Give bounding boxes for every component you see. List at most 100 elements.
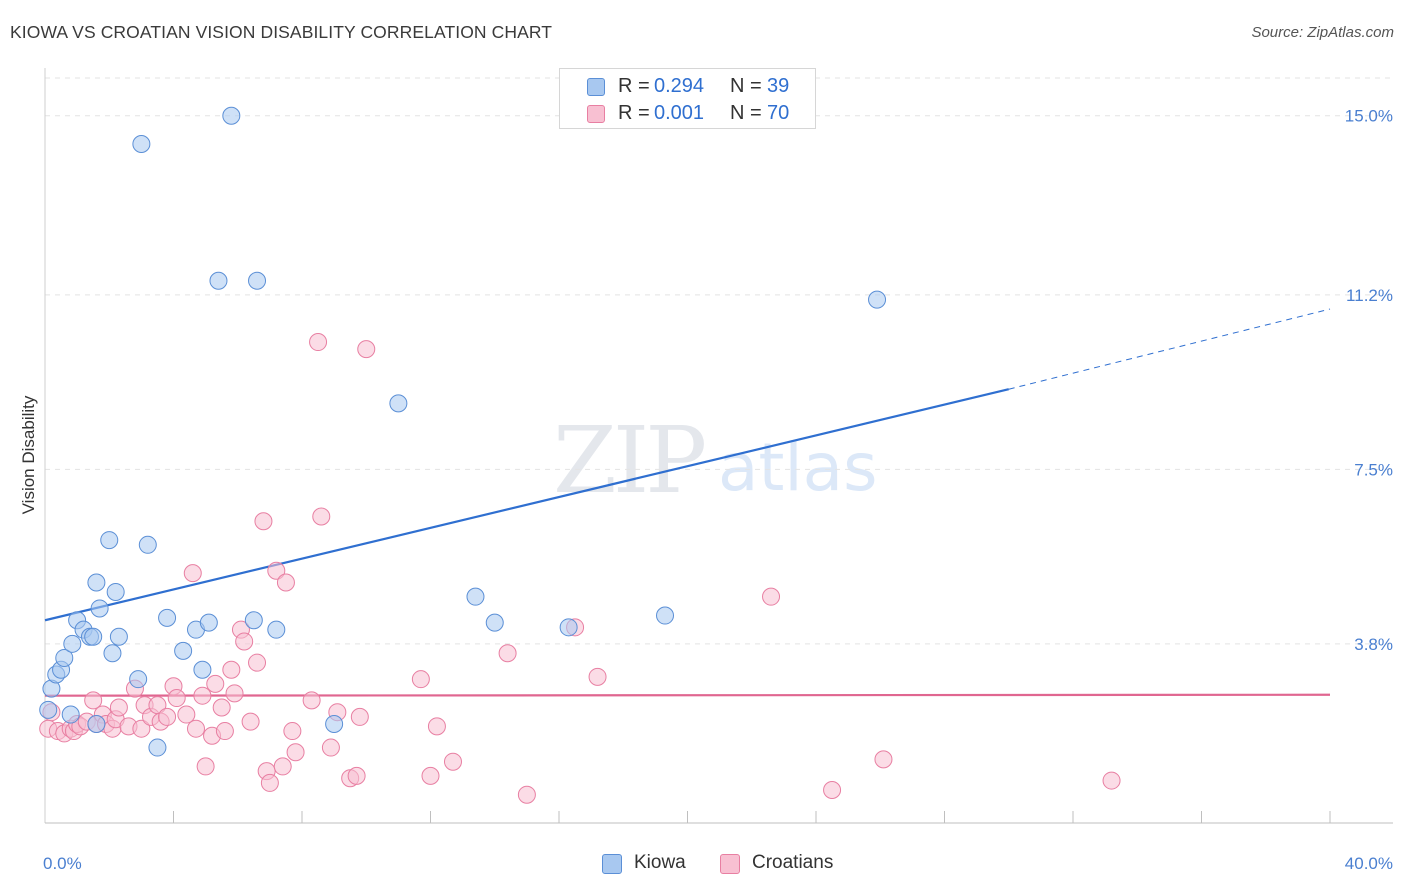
kiowa-point-5 bbox=[61, 705, 80, 724]
kiowa-point-6 bbox=[63, 634, 82, 653]
kiowa-n-label: N = bbox=[730, 75, 762, 97]
croatians-r-label: R = bbox=[618, 102, 650, 124]
kiowa-point-16 bbox=[106, 582, 125, 601]
croatians-point-38 bbox=[235, 632, 254, 651]
y-tick-label-0: 3.8% bbox=[1354, 635, 1393, 654]
croatians-point-52 bbox=[321, 738, 340, 757]
croatians-point-43 bbox=[260, 773, 279, 792]
legend-label-kiowa: Kiowa bbox=[634, 852, 686, 873]
y-tick-label-3: 15.0% bbox=[1345, 107, 1393, 126]
croatians-point-39 bbox=[241, 712, 260, 731]
croatians-point-60 bbox=[427, 717, 446, 736]
croatians-point-18 bbox=[132, 719, 151, 738]
croatians-point-51 bbox=[312, 507, 331, 526]
croatians-point-49 bbox=[302, 691, 321, 710]
chart-source: Source: ZipAtlas.com bbox=[1251, 24, 1394, 41]
watermark-atlas: atlas bbox=[718, 429, 878, 506]
kiowa-point-24 bbox=[193, 660, 212, 679]
kiowa-point-20 bbox=[148, 738, 167, 757]
kiowa-point-32 bbox=[325, 714, 344, 733]
y-tick-label-2: 11.2% bbox=[1346, 286, 1393, 305]
croatians-point-41 bbox=[254, 512, 273, 531]
kiowa-n-value: 39 bbox=[767, 75, 790, 97]
kiowa-point-0 bbox=[39, 700, 58, 719]
croatians-point-57 bbox=[357, 340, 376, 359]
croatians-point-40 bbox=[248, 653, 267, 672]
kiowa-point-15 bbox=[103, 644, 122, 663]
croatians-point-48 bbox=[286, 743, 305, 762]
kiowa-point-10 bbox=[84, 627, 103, 646]
watermark: ZIP atlas bbox=[553, 407, 878, 514]
kiowa-trend-extension bbox=[1008, 308, 1331, 390]
croatians-r-value: 0.001 bbox=[654, 102, 705, 124]
y-tick-labels: 3.8% 7.5% 11.2% 15.0% bbox=[1345, 107, 1393, 654]
kiowa-point-19 bbox=[138, 535, 157, 554]
croatians-point-34 bbox=[215, 722, 234, 741]
croatians-point-9 bbox=[84, 691, 103, 710]
kiowa-point-35 bbox=[485, 613, 504, 632]
croatians-point-36 bbox=[225, 684, 244, 703]
kiowa-point-31 bbox=[132, 135, 151, 154]
legend-swatch-kiowa bbox=[602, 854, 622, 874]
croatians-point-63 bbox=[517, 785, 536, 804]
croatians-point-62 bbox=[498, 644, 517, 663]
y-tick-label-1: 7.5% bbox=[1354, 460, 1393, 479]
stats-legend: R = 0.294 N = 39 R = 0.001 N = 70 bbox=[559, 68, 816, 129]
croatians-point-45 bbox=[273, 757, 292, 776]
kiowa-point-21 bbox=[158, 608, 177, 627]
kiowa-point-11 bbox=[87, 714, 106, 733]
gridlines bbox=[45, 77, 1395, 645]
croatians-point-26 bbox=[177, 705, 196, 724]
kiowa-point-12 bbox=[87, 573, 106, 592]
kiowa-point-30 bbox=[267, 620, 286, 639]
kiowa-trend-line bbox=[44, 388, 1010, 622]
croatians-trend-line bbox=[44, 693, 1331, 697]
croatians-point-50 bbox=[309, 333, 328, 352]
croatians-point-66 bbox=[762, 587, 781, 606]
croatians-n-label: N = bbox=[730, 102, 762, 124]
croatians-point-65 bbox=[588, 667, 607, 686]
x-tick-labels: 0.0% 40.0% bbox=[43, 854, 1393, 873]
kiowa-r-value: 0.294 bbox=[654, 75, 705, 97]
croatians-point-46 bbox=[276, 573, 295, 592]
croatians-point-67 bbox=[823, 780, 842, 799]
kiowa-point-14 bbox=[100, 531, 119, 550]
chart-title: KIOWA VS CROATIAN VISION DISABILITY CORR… bbox=[10, 22, 553, 42]
croatians-point-25 bbox=[167, 689, 186, 708]
croatians-point-44 bbox=[267, 561, 286, 580]
croatians-point-23 bbox=[158, 707, 177, 726]
kiowa-point-27 bbox=[222, 106, 241, 125]
kiowa-point-26 bbox=[209, 271, 228, 290]
trend-lines bbox=[44, 308, 1331, 697]
croatians-n-value: 70 bbox=[767, 102, 790, 124]
croatians-point-33 bbox=[212, 698, 231, 717]
croatians-point-58 bbox=[411, 670, 430, 689]
croatians-point-61 bbox=[443, 752, 462, 771]
croatians-point-59 bbox=[421, 766, 440, 785]
kiowa-point-34 bbox=[466, 587, 485, 606]
kiowa-point-4 bbox=[55, 648, 74, 667]
kiowa-point-17 bbox=[109, 627, 128, 646]
kiowa-point-25 bbox=[199, 613, 218, 632]
croatians-point-32 bbox=[206, 674, 225, 693]
kiowa-point-29 bbox=[248, 271, 267, 290]
x-tick-label-0: 0.0% bbox=[43, 854, 82, 873]
croatians-point-29 bbox=[193, 686, 212, 705]
kiowa-swatch bbox=[587, 78, 605, 96]
croatians-point-15 bbox=[109, 698, 128, 717]
kiowa-point-18 bbox=[129, 670, 148, 689]
croatians-point-28 bbox=[186, 719, 205, 738]
axes bbox=[44, 68, 1393, 824]
croatians-point-35 bbox=[222, 660, 241, 679]
legend-swatch-croatians bbox=[720, 854, 740, 874]
watermark-zip: ZIP bbox=[553, 407, 704, 514]
croatians-swatch bbox=[587, 105, 605, 123]
kiowa-point-38 bbox=[868, 290, 887, 309]
croatians-point-47 bbox=[283, 722, 302, 741]
croatians-point-56 bbox=[350, 707, 369, 726]
croatians-point-69 bbox=[1102, 771, 1121, 790]
legend-label-croatians: Croatians bbox=[752, 852, 834, 873]
croatians-point-27 bbox=[183, 564, 202, 583]
kiowa-point-37 bbox=[656, 606, 675, 625]
